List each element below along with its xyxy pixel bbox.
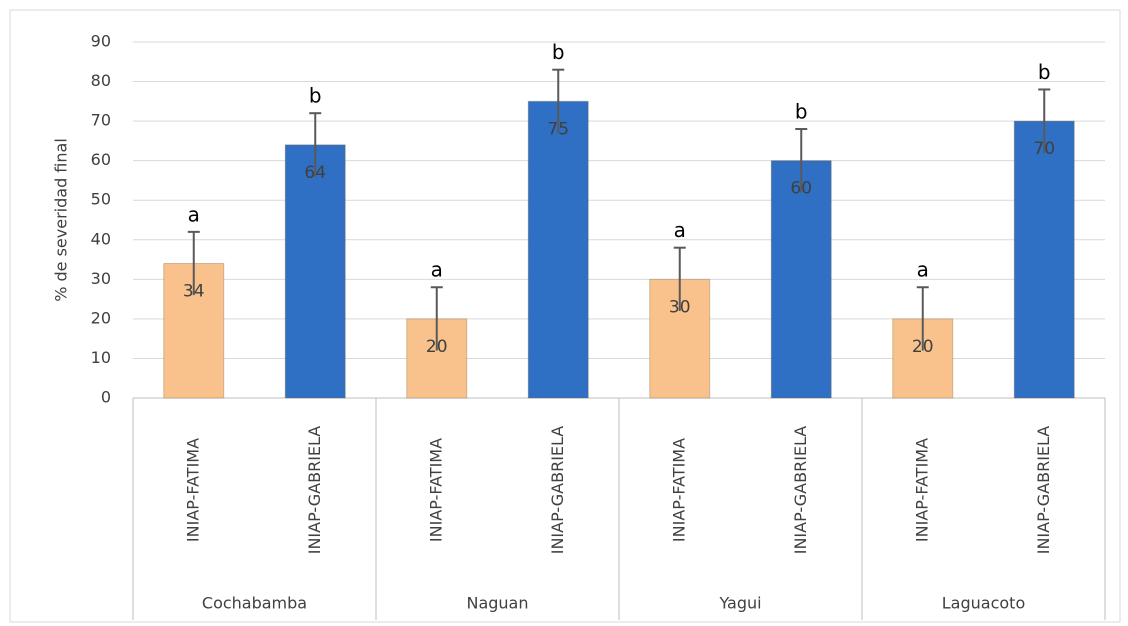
significance-letter: b <box>309 84 322 108</box>
significance-letter: a <box>917 258 929 282</box>
y-tick-label: 60 <box>91 150 111 169</box>
y-tick-label: 10 <box>91 348 111 367</box>
y-axis-label: % de severidad final <box>52 138 71 302</box>
y-tick-label: 20 <box>91 308 111 327</box>
bar <box>527 100 589 399</box>
y-tick-label: 70 <box>91 111 111 130</box>
y-tick-label: 90 <box>91 32 111 51</box>
x-tick-label: INIAP-FATIMA <box>183 438 202 542</box>
group-label: Cochabamba <box>202 594 307 613</box>
significance-letter: a <box>188 202 200 226</box>
bar <box>1013 120 1075 399</box>
x-tick-label: INIAP-FATIMA <box>912 438 931 542</box>
y-tick-label: 80 <box>91 71 111 90</box>
group-label: Naguan <box>466 594 528 613</box>
bar <box>284 144 346 399</box>
bar <box>770 160 832 399</box>
x-tick-label: INIAP-GABRIELA <box>305 426 324 555</box>
significance-letter: a <box>674 218 686 242</box>
y-tick-label: 40 <box>91 229 111 248</box>
y-tick-label: 50 <box>91 190 111 209</box>
group-label: Laguacoto <box>942 594 1025 613</box>
x-tick-label: INIAP-FATIMA <box>426 438 445 542</box>
x-tick-label: INIAP-FATIMA <box>669 438 688 542</box>
x-tick-label: INIAP-GABRIELA <box>548 426 567 555</box>
significance-letter: b <box>795 100 808 124</box>
y-tick-label: 30 <box>91 269 111 288</box>
group-label: Yagui <box>718 594 761 613</box>
significance-letter: a <box>431 258 443 282</box>
significance-letter: b <box>1038 60 1051 84</box>
significance-letter: b <box>552 40 565 64</box>
x-tick-label: INIAP-GABRIELA <box>1034 426 1053 555</box>
y-tick-label: 0 <box>101 388 111 407</box>
x-tick-label: INIAP-GABRIELA <box>791 426 810 555</box>
